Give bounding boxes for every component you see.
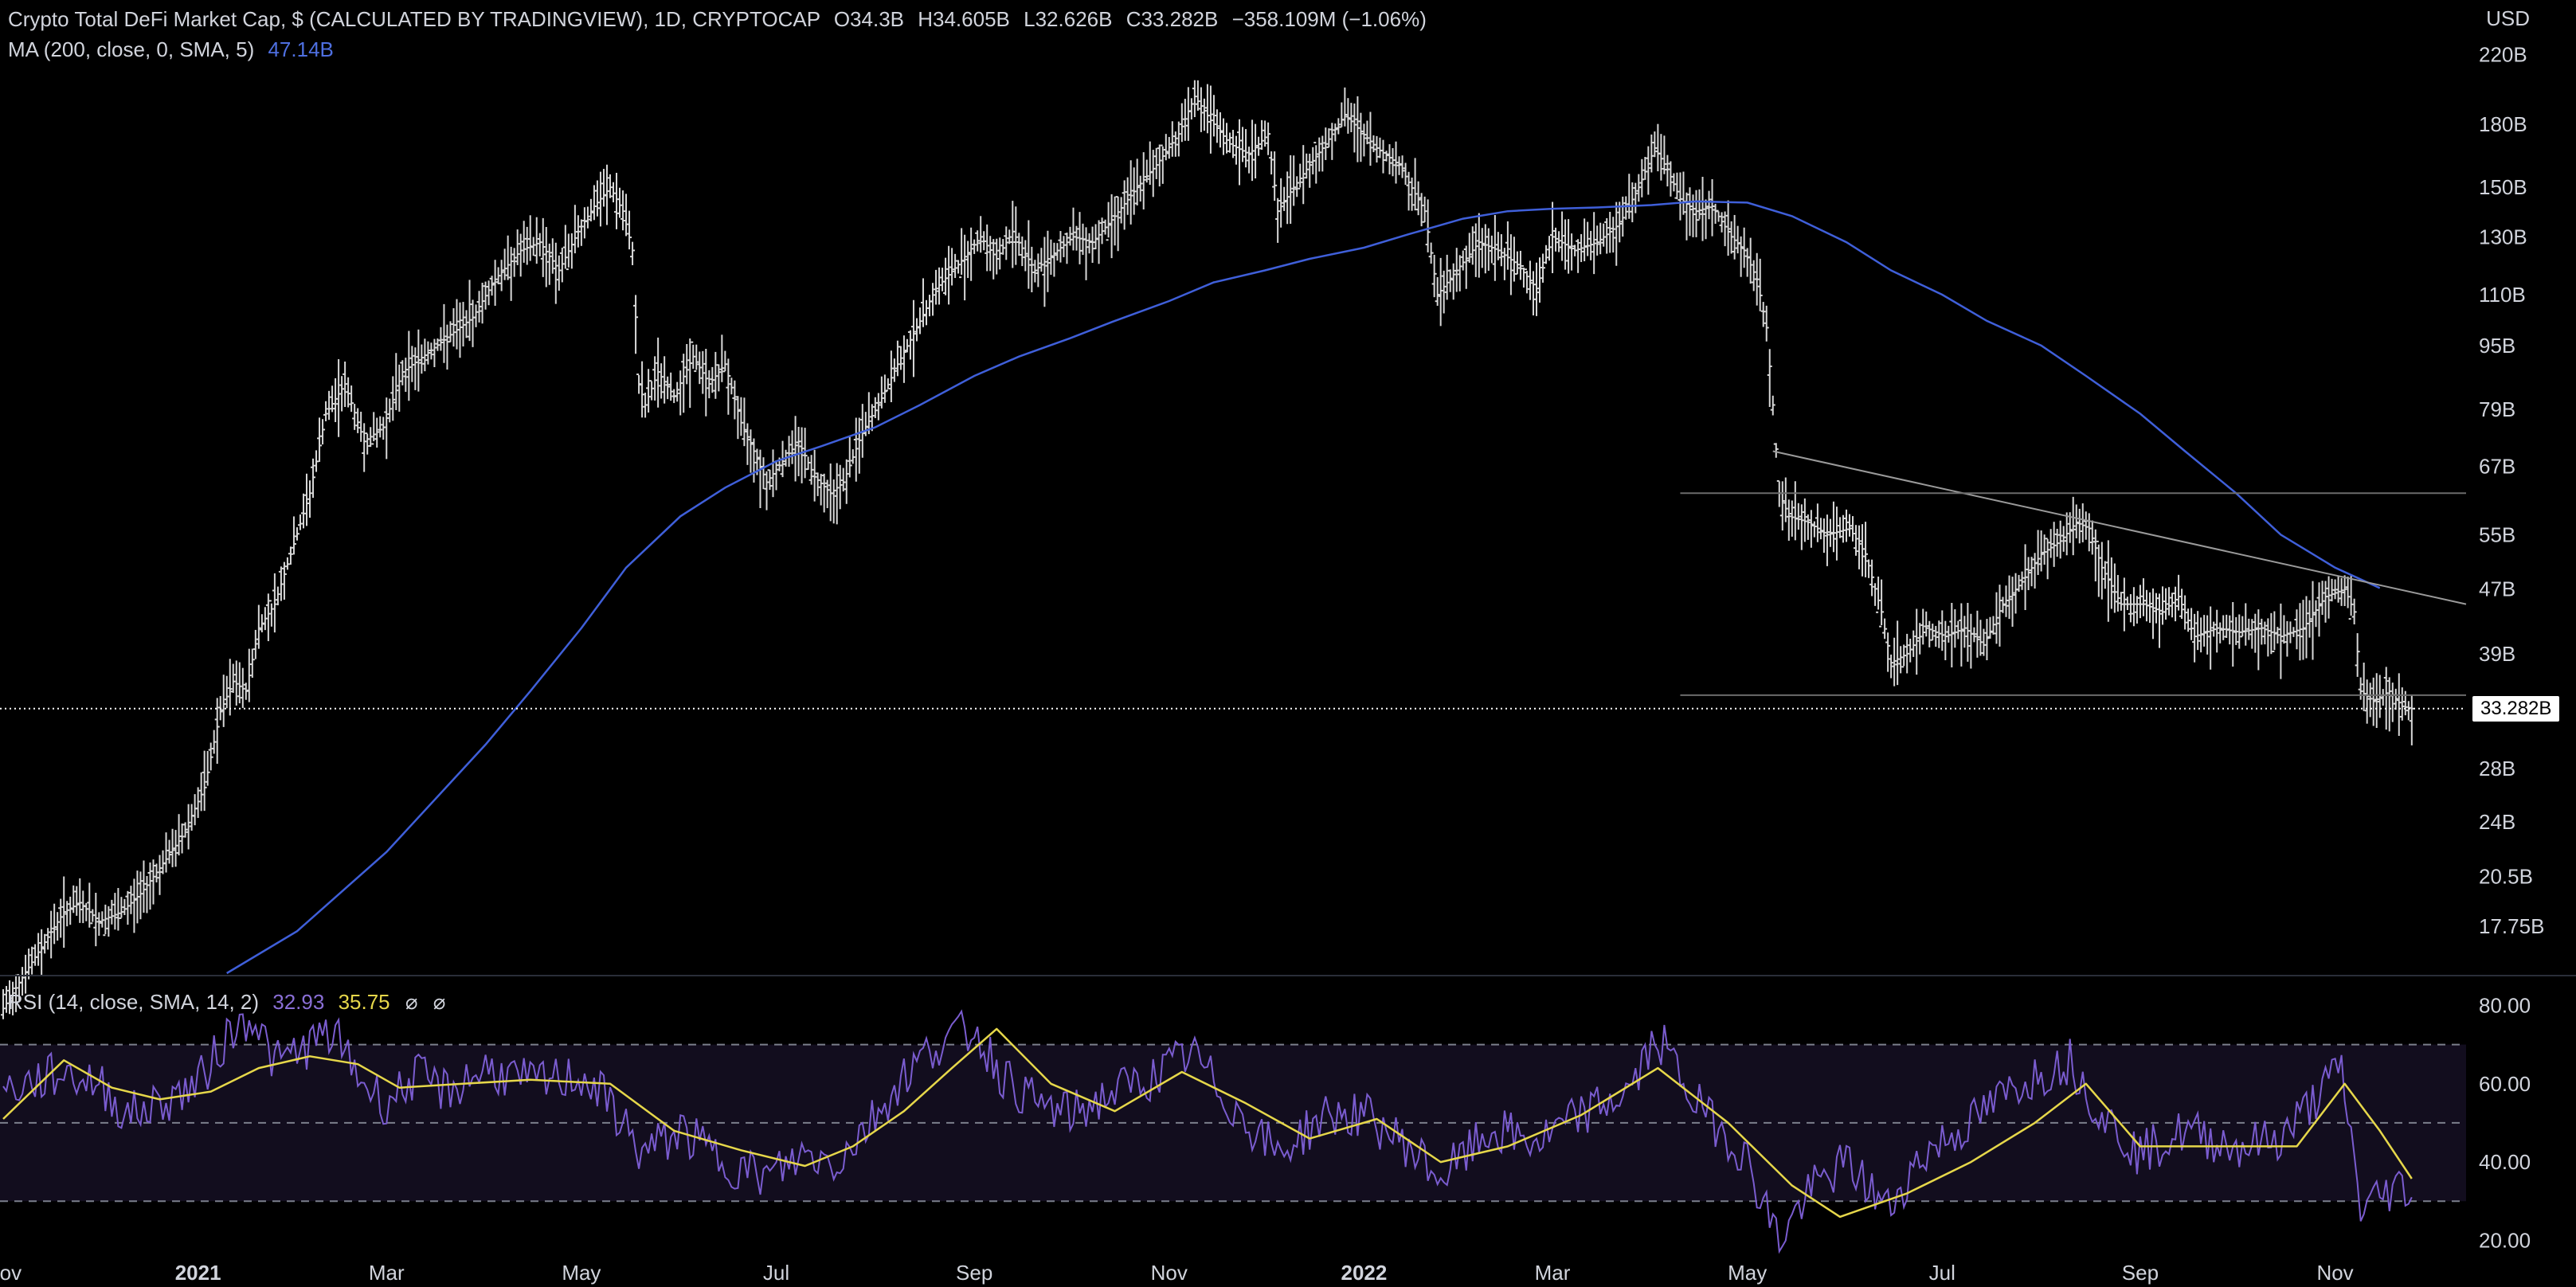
rsi-label: RSI (14, close, SMA, 14, 2) [8,990,260,1014]
rsi-value: 32.93 [272,990,325,1014]
rsi-ma-line [2,1027,2413,1219]
low-value: L32.626B [1024,7,1113,31]
price-tick-130B: 130B [2479,225,2527,248]
price-tick-55B: 55B [2479,522,2515,546]
rsi-tick-40.00: 40.00 [2479,1150,2531,1174]
time-tick-10: Jul [1929,1261,1955,1285]
symbol-legend: Crypto Total DeFi Market Cap, $ (CALCULA… [8,6,1427,32]
price-tick-28B: 28B [2479,757,2515,780]
ma-legend[interactable]: MA (200, close, 0, SMA, 5) 47.14B [8,37,334,62]
rsi-tick-20.00: 20.00 [2479,1228,2531,1252]
ohlc-bars [1,80,2414,1019]
rsi-pane[interactable] [0,1009,2466,1254]
time-tick-7: 2022 [1341,1261,1388,1285]
last-price-tag: 33.282B [2472,695,2560,722]
price-tick-24B: 24B [2479,810,2515,834]
rsi-ma-value: 35.75 [338,990,390,1014]
price-tick-110B: 110B [2479,283,2526,307]
open-value: O34.3B [833,7,904,31]
rsi-line [2,1009,2413,1254]
ma200-line [226,200,2381,975]
time-tick-8: Mar [1535,1261,1571,1285]
price-tick-220B: 220B [2479,43,2527,67]
time-tick-0: Nov [0,1261,22,1285]
time-tick-11: Sep [2122,1261,2159,1285]
trendline [1772,450,2467,605]
time-tick-5: Sep [956,1261,992,1285]
close-value: C33.282B [1126,7,1219,31]
price-tick-47B: 47B [2479,577,2515,601]
time-tick-1: 2021 [175,1261,221,1285]
ma-label: MA (200, close, 0, SMA, 5) [8,37,255,61]
time-tick-3: May [562,1261,601,1285]
price-tick-95B: 95B [2479,334,2515,358]
na-value-2: ⌀ [433,990,446,1014]
time-tick-4: Jul [763,1261,789,1285]
high-value: H34.605B [918,7,1010,31]
price-tick-20.5B: 20.5B [2479,864,2533,888]
price-pane[interactable] [0,80,2467,1019]
axes: 220B 180B 150B 130B 110B 95B 79B 67B 55B 47B 39B 28… [0,43,2576,1285]
na-value-1: ⌀ [405,990,418,1014]
price-tick-17.75B: 17.75B [2479,914,2544,938]
currency-label[interactable]: USD [2486,6,2530,30]
time-tick-9: May [1728,1261,1767,1285]
change-value: −358.109M (−1.06%) [1231,7,1427,31]
time-tick-2: Mar [369,1261,405,1285]
time-tick-12: Nov [2316,1261,2353,1285]
price-tick-180B: 180B [2479,112,2527,136]
rsi-legend[interactable]: RSI (14, close, SMA, 14, 2) 32.93 35.75 … [8,989,445,1015]
price-tick-67B: 67B [2479,455,2515,479]
symbol-title[interactable]: Crypto Total DeFi Market Cap, $ (CALCULA… [8,7,820,31]
rsi-tick-80.00: 80.00 [2479,993,2531,1017]
price-tick-39B: 39B [2479,642,2515,666]
price-tick-150B: 150B [2479,175,2527,199]
price-tick-79B: 79B [2479,397,2515,421]
ma-value: 47.14B [268,37,334,61]
time-tick-6: Nov [1151,1261,1188,1285]
rsi-tick-60.00: 60.00 [2479,1072,2531,1096]
